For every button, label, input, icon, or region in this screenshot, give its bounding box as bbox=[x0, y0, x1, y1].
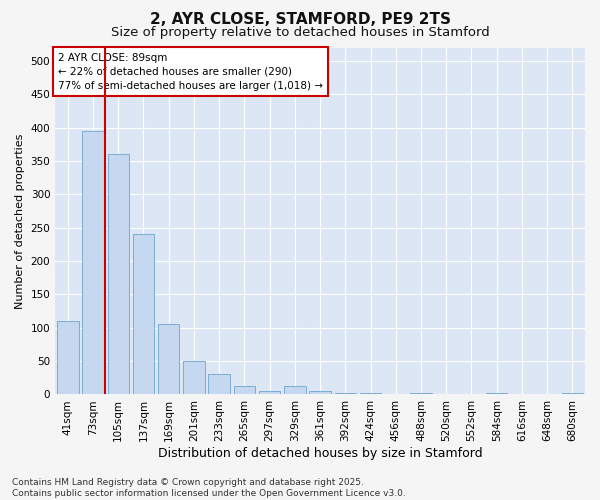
Bar bbox=[310, 391, 331, 394]
Text: Size of property relative to detached houses in Stamford: Size of property relative to detached ho… bbox=[110, 26, 490, 39]
Bar bbox=[486, 393, 508, 394]
X-axis label: Distribution of detached houses by size in Stamford: Distribution of detached houses by size … bbox=[158, 447, 482, 460]
Text: Contains HM Land Registry data © Crown copyright and database right 2025.
Contai: Contains HM Land Registry data © Crown c… bbox=[12, 478, 406, 498]
Bar bbox=[183, 361, 205, 394]
Bar bbox=[133, 234, 154, 394]
Text: 2 AYR CLOSE: 89sqm
← 22% of detached houses are smaller (290)
77% of semi-detach: 2 AYR CLOSE: 89sqm ← 22% of detached hou… bbox=[58, 52, 323, 90]
Text: 2, AYR CLOSE, STAMFORD, PE9 2TS: 2, AYR CLOSE, STAMFORD, PE9 2TS bbox=[149, 12, 451, 28]
Bar bbox=[158, 324, 179, 394]
Bar bbox=[259, 391, 280, 394]
Bar bbox=[284, 386, 305, 394]
Bar bbox=[233, 386, 255, 394]
Bar bbox=[107, 154, 129, 394]
Bar bbox=[562, 393, 583, 394]
Bar bbox=[208, 374, 230, 394]
Bar bbox=[410, 393, 432, 394]
Y-axis label: Number of detached properties: Number of detached properties bbox=[15, 134, 25, 308]
Bar bbox=[360, 393, 381, 394]
Bar bbox=[57, 321, 79, 394]
Bar bbox=[82, 131, 104, 394]
Bar bbox=[335, 393, 356, 394]
